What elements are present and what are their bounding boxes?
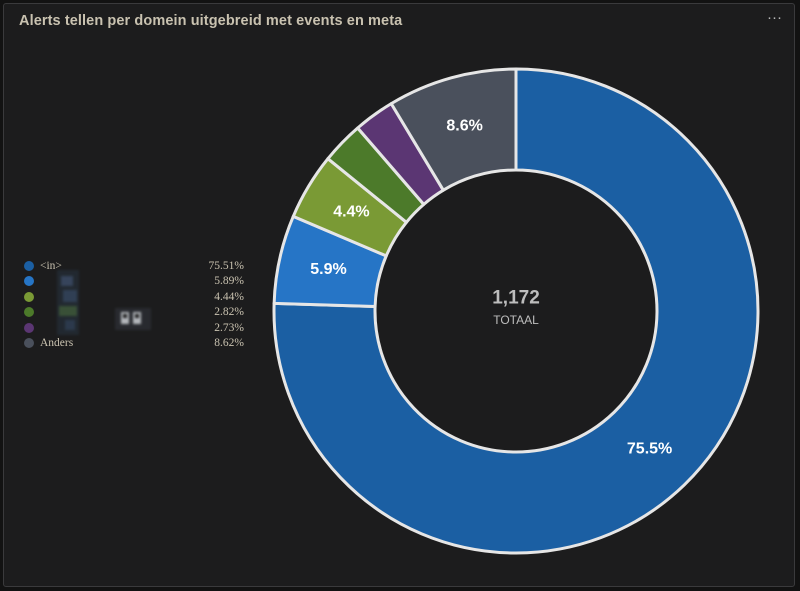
slice-data-label: 8.6% (446, 117, 482, 134)
legend-color-dot (24, 260, 34, 271)
legend-color-dot (24, 338, 34, 349)
redacted-legend-image (57, 270, 151, 335)
legend-item[interactable]: 2.73% (24, 320, 244, 336)
legend-value: 4.44% (214, 290, 244, 303)
donut-slice[interactable] (389, 67, 518, 192)
donut-slice[interactable] (272, 67, 760, 555)
panel-title: Alerts tellen per domein uitgebreid met … (19, 13, 403, 29)
legend-value: 2.82% (214, 306, 244, 319)
legend-item[interactable]: <in> 75.51% (24, 258, 244, 274)
legend-label: <in> (40, 259, 62, 272)
legend-color-dot (24, 307, 34, 318)
slice-data-label: 4.4% (333, 204, 369, 221)
slice-data-label: 75.5% (627, 440, 672, 457)
legend-color-dot (24, 322, 34, 333)
chart-legend: <in> 75.51% 5.89% 4.44% 2.82% 2.73% Anders 8.62… (24, 258, 244, 351)
legend-value: 75.51% (208, 259, 244, 272)
donut-total-label: TOTAAL (493, 313, 539, 327)
more-options-icon[interactable]: ··· (767, 9, 782, 26)
legend-item[interactable]: 5.89% (24, 274, 244, 290)
legend-value: 5.89% (214, 275, 244, 288)
legend-label: Anders (40, 337, 74, 350)
legend-value: 2.73% (214, 321, 244, 334)
legend-item[interactable]: Anders 8.62% (24, 336, 244, 352)
legend-color-dot (24, 276, 34, 287)
legend-item[interactable]: 2.82% (24, 305, 244, 321)
legend-color-dot (24, 291, 34, 302)
slice-data-label: 5.9% (310, 261, 346, 278)
legend-item[interactable]: 4.44% (24, 289, 244, 305)
donut-total-value: 1,172 (492, 288, 540, 309)
legend-value: 8.62% (214, 337, 244, 350)
